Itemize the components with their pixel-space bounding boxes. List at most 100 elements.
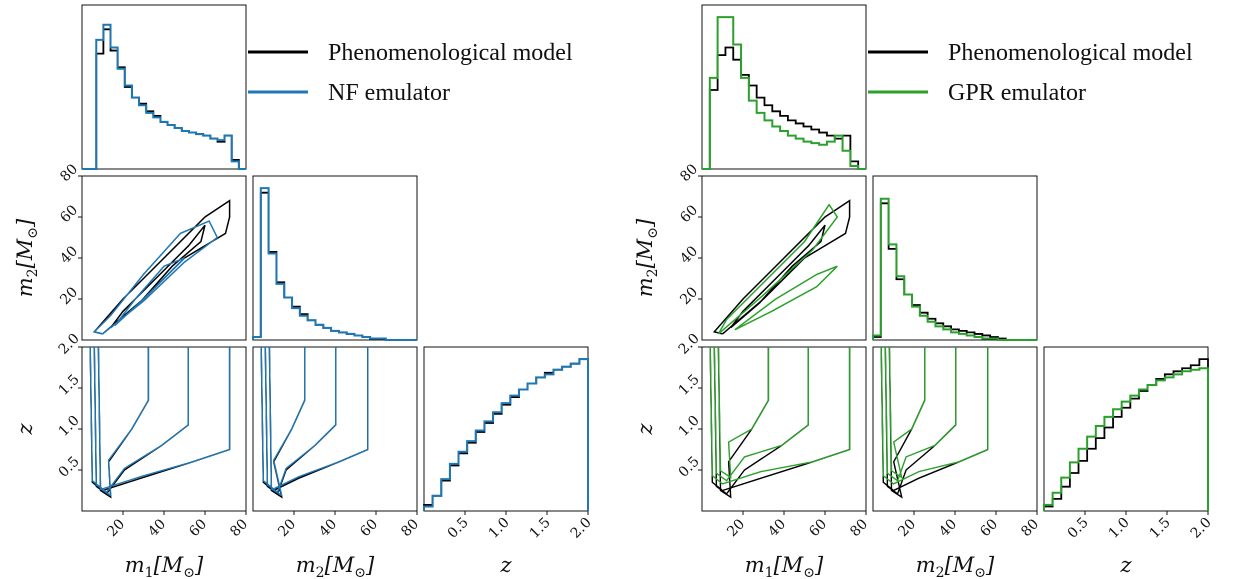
- hist-line-emulator: [423, 358, 589, 511]
- x-tick-label: 80: [227, 516, 251, 540]
- contour-line: [97, 346, 150, 497]
- axes-frame: [701, 4, 867, 170]
- x-axis-label-m1: m1[M⊙]: [745, 553, 824, 579]
- contour-line: [93, 346, 189, 495]
- x-tick-label: 20: [104, 516, 128, 540]
- hist-line-phenomenological: [82, 28, 246, 170]
- legend: Phenomenological model NF emulator: [248, 40, 573, 106]
- axes-frame: [872, 175, 1038, 341]
- contour-line: [880, 346, 989, 485]
- contour-line: [712, 199, 851, 335]
- hist-line-emulator: [1043, 367, 1209, 511]
- x-tick-label: 40: [145, 516, 169, 540]
- hist-line-phenomenological: [1043, 358, 1209, 511]
- x-tick-label: 0.5: [1065, 515, 1092, 542]
- x-axis-label-m2: m2[M⊙]: [916, 553, 995, 579]
- x-tick-label: 40: [936, 516, 960, 540]
- axes-frame: [81, 4, 247, 170]
- legend-label: Phenomenological model: [328, 40, 573, 66]
- x-tick-label: 60: [357, 516, 381, 540]
- m2-z-contour-axes: 20 40 60 80: [872, 346, 1042, 540]
- hist-line-emulator: [872, 197, 1037, 341]
- x-tick-label: 2.0: [1188, 515, 1215, 542]
- contour-line: [89, 346, 231, 492]
- y-axis-label-m2: m2[M⊙]: [633, 218, 661, 297]
- z-histogram-axes: 0.5 1.0 1.5 2.0: [1043, 346, 1215, 542]
- contour-line: [709, 346, 851, 492]
- contour-line: [884, 346, 957, 482]
- hist-line-emulator: [252, 187, 417, 341]
- x-tick-label: 1.0: [1106, 515, 1133, 542]
- y-axis-label-m2: m2[M⊙]: [13, 218, 41, 297]
- x-tick-label: 2.0: [568, 515, 595, 542]
- x-tick-label: 20: [724, 516, 748, 540]
- legend-label: Phenomenological model: [948, 40, 1193, 66]
- contour-line: [880, 346, 989, 492]
- y-tick-label: 1.5: [676, 372, 703, 399]
- x-tick-label: 1.5: [1147, 515, 1174, 542]
- x-tick-label: 80: [1018, 516, 1042, 540]
- m1-histogram-axes: [701, 4, 867, 170]
- m1-histogram-axes: [81, 4, 247, 170]
- x-tick-label: 40: [316, 516, 340, 540]
- y-tick-label: 0.5: [676, 454, 703, 481]
- contour-line: [709, 346, 851, 485]
- x-tick-label: 60: [806, 516, 830, 540]
- x-tick-label: 80: [398, 516, 422, 540]
- contour-line: [114, 257, 186, 327]
- x-tick-label: 20: [895, 516, 919, 540]
- contour-line: [713, 346, 809, 482]
- m1-z-contour-axes: 20 40 60 80 0.5 1.0 1.5 2.0: [56, 331, 251, 540]
- y-tick-label: 2.0: [56, 331, 83, 358]
- y-tick-label: 40: [677, 243, 701, 267]
- contour-line: [888, 346, 926, 479]
- hist-line-emulator: [82, 23, 246, 170]
- contour-line: [730, 224, 826, 329]
- y-axis-label-z: z: [13, 423, 37, 436]
- x-axis-label-z: z: [1119, 553, 1132, 577]
- hist-line-emulator: [702, 16, 866, 170]
- corner-plot-gpr: 20 40 60 80 20 40 60 80 0.5 1.0 1.5 2.0 20 40 60 80 0.5 1…: [633, 4, 1215, 579]
- z-histogram-axes: 0.5 1.0 1.5 2.0: [423, 346, 595, 542]
- legend-label: GPR emulator: [948, 80, 1086, 106]
- contour-line: [89, 346, 231, 490]
- axes-frame: [701, 346, 867, 512]
- m1-z-contour-axes: 20 40 60 80 0.5 1.0 1.5 2.0: [676, 331, 871, 540]
- y-tick-label: 2.0: [676, 331, 703, 358]
- y-tick-label: 1.0: [676, 413, 703, 440]
- x-axis-label-z: z: [499, 553, 512, 577]
- m2-z-contour-axes: 20 40 60 80: [252, 346, 422, 540]
- corner-plot-nf: 20 40 60 80 20 40 60 80 0.5 1.0 1.5 2.0 20 40 60 80 0.5 1…: [13, 4, 595, 579]
- hist-line-phenomenological: [872, 202, 1037, 341]
- x-tick-label: 1.5: [527, 515, 554, 542]
- y-tick-label: 60: [57, 202, 81, 226]
- contour-line: [264, 346, 337, 494]
- y-tick-label: 20: [57, 284, 81, 308]
- contour-line: [260, 346, 369, 492]
- axes-frame: [423, 346, 589, 512]
- contour-line: [268, 346, 306, 499]
- contour-line: [97, 346, 150, 499]
- y-tick-label: 1.5: [56, 372, 83, 399]
- x-tick-label: 40: [765, 516, 789, 540]
- legend: Phenomenological model GPR emulator: [868, 40, 1193, 106]
- x-tick-label: 60: [977, 516, 1001, 540]
- y-tick-label: 1.0: [56, 413, 83, 440]
- hist-line-phenomenological: [252, 191, 417, 341]
- axes-frame: [81, 346, 247, 512]
- y-tick-label: 80: [677, 161, 701, 185]
- x-axis-label-m2: m2[M⊙]: [296, 553, 375, 579]
- y-tick-label: 60: [677, 202, 701, 226]
- x-axis-label-m1: m1[M⊙]: [125, 553, 204, 579]
- y-tick-label: 80: [57, 161, 81, 185]
- x-tick-label: 20: [275, 516, 299, 540]
- m1-m2-contour-axes: 20 40 60 80: [677, 161, 867, 341]
- contour-line: [93, 346, 189, 494]
- contour-line: [92, 220, 219, 335]
- y-axis-label-z: z: [633, 423, 657, 436]
- m1-m2-contour-axes: 20 40 60 80: [57, 161, 247, 341]
- contour-line: [734, 265, 838, 331]
- hist-line-phenomenological: [702, 46, 866, 170]
- x-tick-label: 80: [847, 516, 871, 540]
